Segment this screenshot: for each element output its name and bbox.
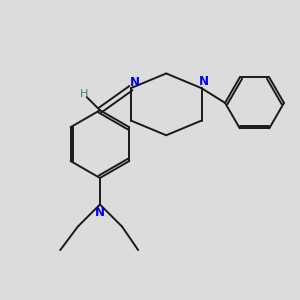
Text: H: H (80, 89, 88, 99)
Text: N: N (199, 75, 209, 88)
Text: N: N (130, 76, 140, 89)
Text: N: N (95, 206, 105, 219)
